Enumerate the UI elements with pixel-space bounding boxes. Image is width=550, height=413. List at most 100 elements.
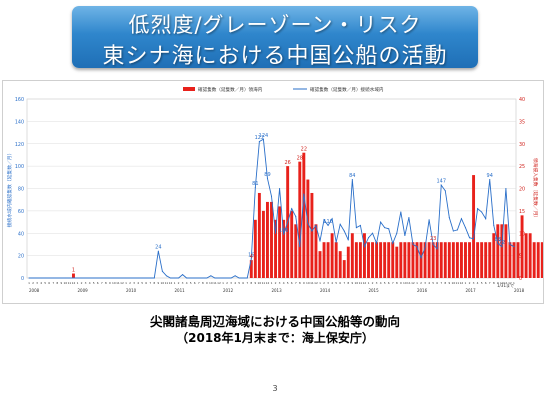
- point-contiguous: [214, 277, 216, 279]
- point-contiguous: [400, 211, 402, 213]
- bar-territorial: [528, 233, 532, 278]
- title-banner: 低烈度/グレーゾーン・リスク 東シナ海における中国公船の活動: [72, 6, 478, 69]
- point-contiguous: [355, 227, 357, 229]
- bar-territorial: [399, 242, 403, 278]
- x-month-label: 2: [275, 281, 277, 285]
- x-month-label: 10: [306, 281, 310, 285]
- x-month-label: 7: [489, 281, 491, 285]
- bar-territorial: [322, 242, 326, 278]
- point-contiguous: [283, 233, 285, 235]
- x-month-label: 12: [217, 281, 221, 285]
- bar-territorial: [459, 242, 463, 278]
- point-contiguous: [258, 140, 260, 143]
- point-contiguous: [169, 277, 172, 279]
- point-contiguous: [97, 277, 99, 279]
- x-month-label: 5: [287, 281, 289, 285]
- point-contiguous: [48, 277, 50, 279]
- x-month-label: 7: [295, 281, 297, 285]
- point-contiguous: [266, 177, 269, 179]
- point-contiguous: [222, 277, 224, 279]
- y-left-tick-label: 80: [18, 187, 24, 193]
- x-month-label: 3: [279, 281, 281, 285]
- chart-area: 0204060801001201401600510152025303540接続水…: [2, 80, 550, 304]
- x-month-label: 1: [368, 281, 370, 285]
- point-contiguous: [218, 277, 220, 279]
- x-month-label: 10: [161, 281, 165, 285]
- bar-territorial: [484, 242, 488, 278]
- point-contiguous: [468, 237, 471, 239]
- point-contiguous: [262, 138, 264, 140]
- y-left-tick-label: 40: [18, 231, 24, 237]
- point-contiguous: [440, 184, 442, 186]
- bar-territorial: [266, 201, 269, 278]
- x-month-label: 6: [388, 281, 390, 285]
- contiguous-data-label: 24: [155, 245, 161, 251]
- x-year-label: 2017: [465, 288, 476, 293]
- point-contiguous: [303, 193, 305, 195]
- point-contiguous: [380, 221, 382, 223]
- point-contiguous: [60, 277, 62, 279]
- x-month-label: 11: [213, 281, 217, 285]
- point-contiguous: [226, 277, 228, 279]
- point-contiguous: [404, 234, 406, 237]
- x-month-label: 10: [112, 281, 116, 285]
- bar-territorial: [253, 219, 257, 278]
- y-right-tick-label: 20: [519, 187, 525, 193]
- territorial-data-label: 4: [250, 254, 253, 260]
- x-month-label: 8: [396, 281, 398, 285]
- point-contiguous: [392, 242, 394, 244]
- x-end-note: 1/31まで: [497, 283, 514, 288]
- slide-title-line1: 低烈度/グレーゾーン・リスク: [128, 13, 422, 37]
- x-month-label: 12: [508, 281, 512, 285]
- x-month-label: 6: [97, 281, 99, 285]
- bar-territorial: [346, 246, 350, 278]
- contiguous-data-label: 147: [436, 179, 446, 185]
- bar-territorial: [375, 242, 379, 278]
- bar-territorial: [342, 260, 346, 278]
- legend-line-label: 確認隻数（延隻数／月）接続水域内: [310, 86, 384, 93]
- x-month-label: 9: [109, 281, 111, 285]
- contiguous-data-label: 89: [264, 172, 270, 178]
- point-contiguous: [246, 277, 248, 279]
- x-month-label: 11: [165, 281, 169, 285]
- point-contiguous: [254, 186, 256, 188]
- bar-territorial: [338, 251, 342, 278]
- bar-territorial: [488, 242, 492, 278]
- x-month-label: 3: [424, 281, 426, 285]
- x-month-label: 4: [186, 281, 188, 285]
- x-year-label: 2014: [320, 288, 331, 293]
- bar-territorial: [72, 273, 75, 278]
- x-year-label: 2018: [514, 288, 525, 293]
- x-month-label: 10: [209, 281, 213, 285]
- x-month-label: 3: [182, 281, 184, 285]
- y-left-axis-title: 接続水域内確認隻数（延隻数／月）: [6, 151, 13, 228]
- x-month-label: 8: [444, 281, 446, 285]
- bar-territorial: [318, 251, 322, 278]
- x-year-label: 2011: [174, 288, 185, 293]
- bar-territorial: [407, 242, 411, 278]
- y-right-axis-title: 領海侵入隻数（延隻数／月）: [532, 158, 539, 220]
- x-month-label: 6: [242, 281, 244, 285]
- x-month-label: 6: [485, 281, 487, 285]
- slide-title-line2: 東シナ海における中国公船の活動: [102, 44, 448, 69]
- point-contiguous: [351, 179, 353, 181]
- bar-territorial: [294, 224, 298, 278]
- bar-territorial: [492, 233, 496, 278]
- x-month-label: 6: [145, 281, 147, 285]
- point-contiguous: [501, 246, 503, 248]
- x-month-label: 2: [81, 281, 83, 285]
- x-month-label: 6: [339, 281, 341, 285]
- x-month-label: 4: [331, 281, 333, 285]
- x-month-label: 9: [448, 281, 450, 285]
- x-month-label: 7: [198, 281, 200, 285]
- chart-svg: 0204060801001201401600510152025303540接続水…: [6, 86, 550, 293]
- x-month-label: 12: [411, 281, 415, 285]
- bar-territorial: [468, 242, 471, 278]
- x-year-label: 2013: [271, 288, 282, 293]
- point-contiguous: [448, 217, 450, 219]
- point-contiguous: [177, 277, 180, 279]
- bar-territorial: [536, 242, 540, 278]
- x-month-label: 7: [246, 281, 248, 285]
- point-contiguous: [93, 277, 95, 279]
- point-contiguous: [137, 277, 139, 279]
